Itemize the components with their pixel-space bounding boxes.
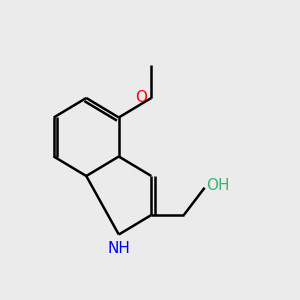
Text: O: O	[135, 91, 147, 106]
Text: OH: OH	[206, 178, 230, 193]
Text: NH: NH	[107, 241, 130, 256]
